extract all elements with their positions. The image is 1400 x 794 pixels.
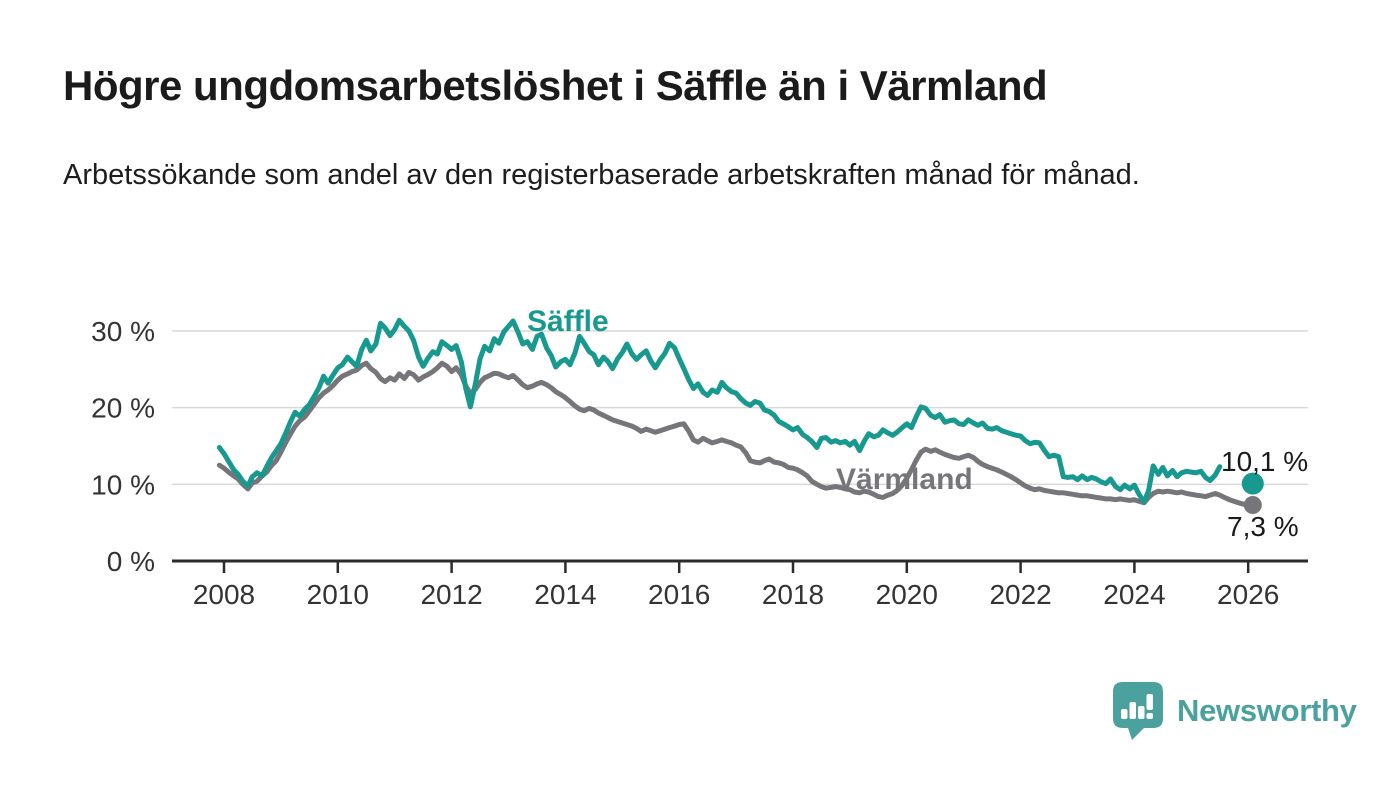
- brand-name: Newsworthy: [1177, 693, 1357, 728]
- chart-title: Högre ungdomsarbetslöshet i Säffle än i …: [63, 62, 1048, 109]
- chart-subtitle: Arbetssökande som andel av den registerb…: [63, 159, 1140, 191]
- x-tick-label-2010: 2010: [307, 579, 369, 610]
- x-tick-label-2020: 2020: [876, 579, 938, 610]
- x-tick-label-2008: 2008: [193, 579, 255, 610]
- y-tick-label-20: 20 %: [91, 393, 155, 424]
- series-label-saffle: Säffle: [527, 305, 609, 338]
- y-tick-label-30: 30 %: [91, 316, 155, 347]
- x-tick-label-2022: 2022: [989, 579, 1051, 610]
- x-tick-label-2018: 2018: [762, 579, 824, 610]
- newsworthy-logo: Newsworthy: [1113, 682, 1357, 740]
- logo-bar-chart-glyph: [1121, 694, 1153, 719]
- end-marker-varmland: [1243, 496, 1262, 514]
- end-value-label-varmland: 7,3 %: [1227, 511, 1299, 542]
- series-line-varmland: [216, 360, 1256, 508]
- x-tick-label-2016: 2016: [648, 579, 710, 610]
- x-tick-label-2012: 2012: [420, 579, 482, 610]
- x-tick-label-2026: 2026: [1217, 579, 1279, 610]
- end-value-label-saffle: 10,1 %: [1221, 446, 1308, 477]
- y-tick-label-0: 0 %: [107, 546, 155, 577]
- end-marker-saffle: [1241, 472, 1264, 495]
- x-tick-label-2014: 2014: [534, 579, 596, 610]
- newsworthy-logo-icon: [1113, 682, 1163, 740]
- series-label-varmland: Värmland: [836, 463, 973, 496]
- series-line-saffle: [216, 317, 1223, 505]
- x-tick-label-2024: 2024: [1103, 579, 1165, 610]
- y-tick-label-10: 10 %: [91, 469, 155, 500]
